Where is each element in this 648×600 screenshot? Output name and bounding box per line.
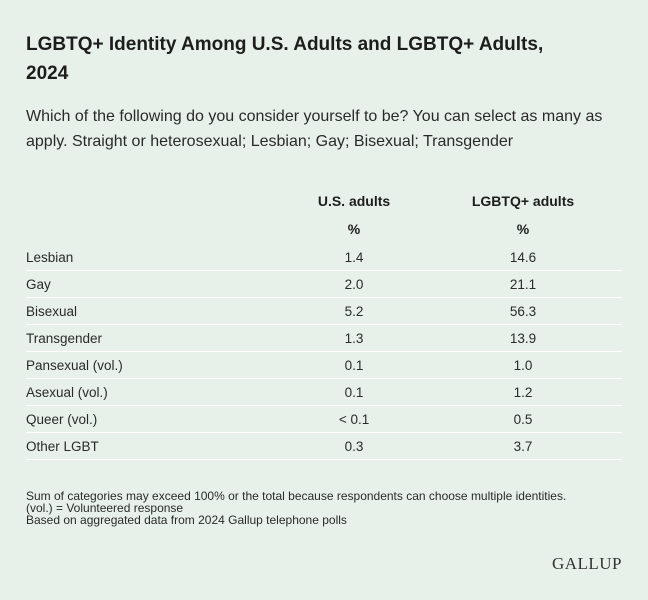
chart-subtitle: Which of the following do you consider y… (26, 108, 603, 150)
table-row: Gay 2.0 21.1 (26, 270, 622, 298)
header-us-adults: U.S. adults (317, 192, 391, 209)
cell-us-adults: 0.1 (284, 351, 425, 379)
table-row: Lesbian 1.4 14.6 (26, 244, 622, 271)
cell-us-adults: 1.3 (284, 324, 425, 352)
cell-lgbtq-adults: 0.5 (424, 405, 622, 433)
unit-row: % % (26, 214, 622, 244)
row-label: Lesbian (26, 244, 284, 271)
footnote: Sum of categories may exceed 100% or the… (26, 489, 567, 503)
table-body: Lesbian 1.4 14.6 Gay 2.0 21.1 Bisexual 5.2 56.3 T… (26, 244, 622, 460)
footnote: (vol.) = Volunteered response (26, 501, 184, 515)
header-blank (26, 187, 284, 214)
cell-us-adults: < 0.1 (284, 405, 425, 433)
header-row: U.S. adults LGBTQ+ adults (26, 187, 622, 214)
header-lgbtq-adults: LGBTQ+ adults (471, 192, 575, 209)
row-label: Other LGBT (26, 432, 284, 460)
cell-lgbtq-adults: 56.3 (424, 297, 622, 325)
footnote: Based on aggregated data from 2024 Gallu… (26, 513, 347, 527)
table-row: Asexual (vol.) 0.1 1.2 (26, 378, 622, 406)
footnotes: Sum of categories may exceed 100% or the… (26, 490, 622, 526)
cell-lgbtq-adults: 3.7 (424, 432, 622, 460)
cell-lgbtq-adults: 13.9 (424, 324, 622, 352)
table-row: Other LGBT 0.3 3.7 (26, 432, 622, 460)
row-label: Asexual (vol.) (26, 378, 284, 406)
cell-us-adults: 2.0 (284, 270, 425, 298)
cell-lgbtq-adults: 1.0 (424, 351, 622, 379)
row-label: Transgender (26, 324, 284, 352)
table-row: Transgender 1.3 13.9 (26, 324, 622, 352)
cell-us-adults: 5.2 (284, 297, 425, 325)
row-label: Queer (vol.) (26, 405, 284, 433)
cell-us-adults: 0.1 (284, 378, 425, 406)
cell-us-adults: 0.3 (284, 432, 425, 460)
table-row: Queer (vol.) < 0.1 0.5 (26, 405, 622, 433)
row-label: Gay (26, 270, 284, 298)
table-row: Pansexual (vol.) 0.1 1.0 (26, 351, 622, 379)
unit-blank (26, 214, 284, 244)
data-table: U.S. adults LGBTQ+ adults % % Lesbian 1.4… (26, 187, 622, 460)
unit-us-adults: % (347, 221, 361, 237)
row-label: Pansexual (vol.) (26, 351, 284, 379)
cell-lgbtq-adults: 21.1 (424, 270, 622, 298)
cell-lgbtq-adults: 1.2 (424, 378, 622, 406)
table-row: Bisexual 5.2 56.3 (26, 297, 622, 325)
chart-title: LGBTQ+ Identity Among U.S. Adults and LG… (26, 34, 544, 84)
unit-lgbtq-adults: % (516, 221, 530, 237)
cell-lgbtq-adults: 14.6 (424, 244, 622, 271)
gallup-logo: GALLUP (551, 554, 622, 573)
cell-us-adults: 1.4 (284, 244, 425, 271)
row-label: Bisexual (26, 297, 284, 325)
